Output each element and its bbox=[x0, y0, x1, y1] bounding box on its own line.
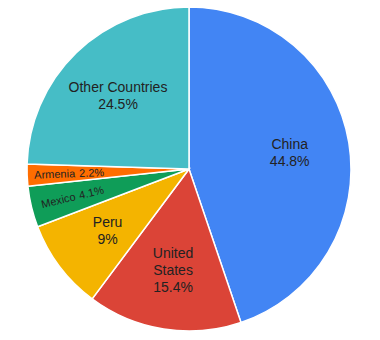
category-label: Other Countries bbox=[69, 79, 168, 95]
value-label: 44.8% bbox=[270, 153, 310, 169]
category-label: United bbox=[153, 245, 193, 261]
data-label: Armenia2.2% bbox=[34, 166, 105, 181]
data-label: Peru9% bbox=[93, 214, 123, 247]
labels: China44.8%UnitedStates15.4%Peru9%Mexico4… bbox=[34, 79, 310, 294]
category-label: Armenia bbox=[34, 167, 76, 181]
value-label: 24.5% bbox=[98, 96, 138, 112]
value-label: 15.4% bbox=[153, 279, 193, 295]
value-label: 9% bbox=[97, 231, 117, 247]
value-label: 4.1% bbox=[78, 183, 105, 201]
data-label: UnitedStates15.4% bbox=[153, 245, 193, 295]
category-label: Mexico bbox=[40, 190, 77, 210]
data-label: China44.8% bbox=[270, 136, 310, 169]
value-label: 2.2% bbox=[79, 166, 105, 179]
chart: China44.8%UnitedStates15.4%Peru9%Mexico4… bbox=[0, 0, 380, 340]
category-label: Peru bbox=[93, 214, 123, 230]
category-label: China bbox=[271, 136, 308, 152]
category-label: States bbox=[153, 262, 193, 278]
pie bbox=[27, 7, 351, 331]
data-label: Mexico4.1% bbox=[40, 183, 105, 210]
slice bbox=[27, 7, 189, 169]
data-label: Other Countries24.5% bbox=[69, 79, 168, 112]
